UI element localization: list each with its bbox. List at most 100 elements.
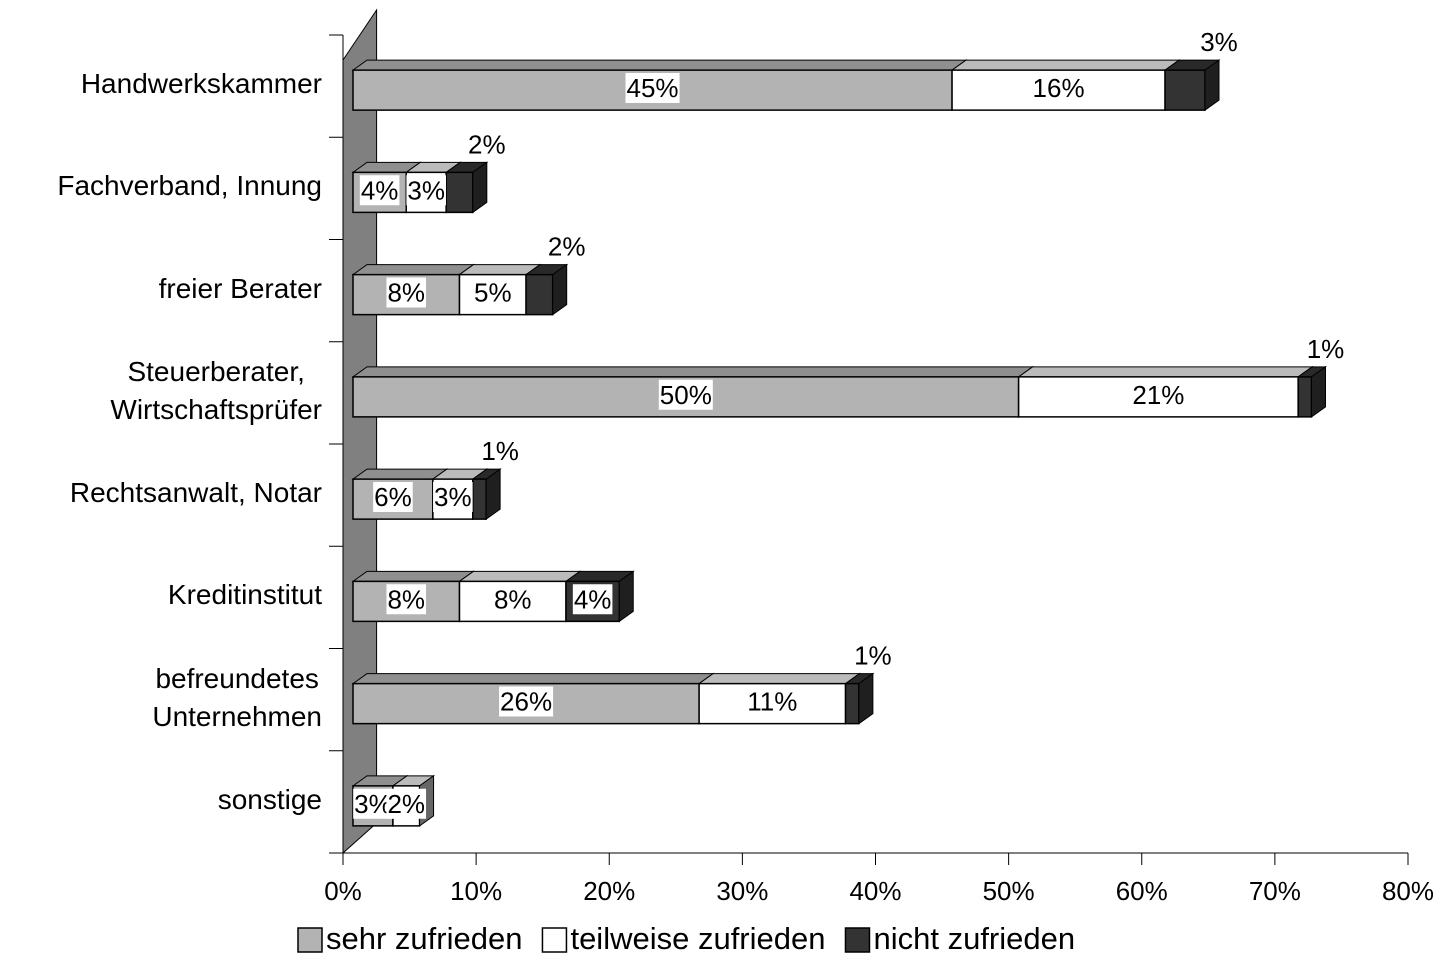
legend-swatch [844, 927, 871, 953]
bar-segment [444, 161, 489, 214]
value-label: 4% [574, 584, 612, 614]
value-label: 1% [1307, 334, 1345, 364]
value-label: 2% [387, 789, 425, 819]
value-label-bg [572, 584, 613, 615]
legend-swatch [297, 927, 323, 953]
value-label-bg [499, 686, 554, 717]
value-label-bg [658, 379, 713, 410]
bar [525, 273, 554, 316]
bar-segment [471, 468, 502, 521]
wall [342, 8, 378, 855]
value-label-bg [480, 436, 520, 466]
value-label: 6% [374, 482, 412, 512]
bar-top [351, 570, 476, 582]
bar-segment [1296, 365, 1328, 418]
category-label: Rechtsanwalt, Notar [69, 477, 322, 509]
value-label: 16% [1033, 73, 1085, 103]
value-label-bg [386, 277, 427, 308]
category-label: Handwerkskammer [80, 68, 322, 100]
bar-side [552, 263, 568, 316]
bar [1164, 69, 1206, 111]
value-label-bg [625, 73, 680, 103]
value-label-bg [1199, 27, 1239, 57]
value-label: 45% [627, 73, 679, 103]
x-tick-label: 0% [324, 876, 362, 906]
bar-top [351, 673, 715, 685]
value-label: 2% [468, 129, 506, 159]
value-label: 26% [500, 687, 552, 717]
bar [844, 682, 860, 725]
bar [472, 478, 487, 520]
bar [458, 273, 527, 316]
bar-side [485, 468, 501, 521]
category-label: Steuerberater, Wirtschaftsprüfer [110, 355, 322, 425]
value-label-bg [492, 584, 533, 615]
value-label: 1% [481, 436, 519, 466]
x-tick-label: 80% [1382, 876, 1434, 906]
value-label: 1% [854, 641, 892, 671]
value-label-bg [359, 175, 400, 206]
value-label-bg [386, 788, 427, 819]
bar-segment [524, 263, 569, 316]
value-label: 5% [474, 278, 512, 308]
bar-segment [844, 672, 875, 725]
value-label: 3% [434, 482, 472, 512]
bar [1297, 376, 1313, 418]
bar-side [472, 161, 488, 214]
category-label: sonstige [217, 783, 322, 815]
value-label: 8% [494, 584, 532, 614]
bar-top [950, 59, 1181, 71]
value-label: 8% [387, 278, 425, 308]
bar-segment [457, 263, 542, 316]
bar-top [351, 366, 1035, 378]
value-label: 8% [387, 584, 425, 614]
value-label-bg [373, 482, 413, 512]
value-label-bg [467, 129, 507, 160]
value-label: 3% [1200, 27, 1238, 57]
legend-label: teilweise zufrieden [570, 921, 825, 956]
x-tick-label: 10% [450, 876, 502, 906]
x-tick-label: 50% [983, 876, 1035, 906]
x-tick-label: 40% [849, 876, 901, 906]
bar [445, 171, 474, 214]
x-tick-label: 70% [1249, 876, 1301, 906]
value-label: 4% [361, 175, 399, 205]
value-label: 21% [1132, 380, 1184, 410]
legend-label: nicht zufrieden [873, 921, 1075, 956]
bar-top [457, 570, 582, 582]
value-label-bg [433, 482, 473, 512]
value-label-bg [472, 277, 513, 308]
category-label: Kreditinstitut [167, 579, 322, 611]
bar-top [351, 59, 968, 71]
bar-segment [1163, 59, 1221, 112]
bar-top [1017, 366, 1314, 378]
value-label: 50% [660, 380, 712, 410]
x-tick-label: 60% [1116, 876, 1168, 906]
bar-top [351, 264, 476, 276]
value-label: 3% [354, 789, 392, 819]
legend-label: sehr zufrieden [326, 921, 522, 956]
x-tick-label: 20% [583, 876, 635, 906]
category-label: freier Berater [158, 272, 322, 304]
bar-top [351, 468, 449, 480]
value-label: 3% [407, 175, 445, 205]
legend-swatch [541, 927, 568, 953]
category-label: Fachverband, Innung [57, 170, 322, 202]
value-label-bg [1305, 333, 1346, 364]
value-label-bg [1031, 73, 1086, 103]
value-label-bg [386, 584, 427, 615]
bar-side [618, 570, 634, 623]
value-label-bg [853, 640, 893, 671]
value-label-bg [1131, 379, 1186, 410]
bar-side [1311, 365, 1326, 418]
value-label: 2% [548, 232, 586, 262]
category-label: befreundetes Unternehmen [152, 662, 322, 732]
bar-top [697, 673, 862, 685]
value-label-bg [746, 686, 799, 717]
bar-side [858, 672, 874, 725]
x-tick-label: 30% [716, 876, 768, 906]
bar-side [1204, 59, 1220, 112]
value-label: 11% [747, 687, 797, 717]
